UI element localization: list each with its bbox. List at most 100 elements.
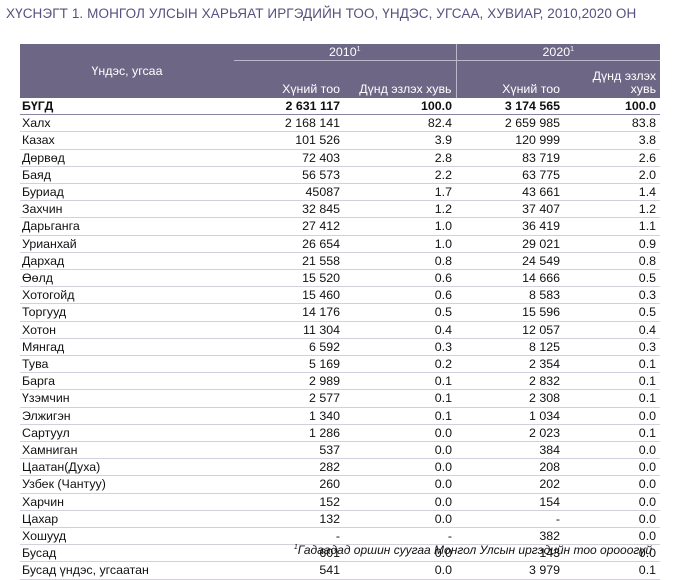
share-2010: 0.1 — [344, 389, 457, 408]
table-row: Тува 5 169 0.2 2 354 0.1 — [20, 355, 661, 374]
table-row: Харчин 152 0.0 154 0.0 — [20, 493, 661, 511]
population-2010: 32 845 — [234, 200, 344, 219]
population-2010: 14 176 — [234, 303, 344, 322]
population-2020: 2 308 — [456, 389, 565, 408]
share-2010: 0.8 — [344, 252, 457, 271]
share-2010: 0.4 — [344, 321, 457, 339]
population-2010: 56 573 — [234, 166, 344, 185]
share-2020: 0.0 — [564, 475, 661, 494]
population-2020: 120 999 — [456, 131, 565, 150]
row-label-header: Үндэс, угсаа — [20, 44, 234, 98]
ethnic-group-name: Элжигэн — [20, 407, 234, 425]
ethnic-group-name: Өөлд — [20, 269, 234, 288]
share-2020: 0.5 — [564, 303, 661, 322]
share-2010: 1.0 — [344, 217, 457, 236]
population-2020: 8 583 — [456, 286, 565, 305]
ethnic-group-name: Дархад — [20, 252, 234, 271]
population-2020: 384 — [456, 441, 565, 460]
population-2010: 5 169 — [234, 355, 344, 374]
table-row: Элжигэн 1 340 0.1 1 034 0.0 — [20, 407, 661, 425]
population-2010: 21 558 — [234, 252, 344, 271]
share-2010: 0.0 — [344, 424, 457, 443]
population-2010: 132 — [234, 510, 344, 529]
ethnic-group-name: Захчин — [20, 200, 234, 219]
share-2020: 2.6 — [564, 149, 661, 167]
population-2020: 83 719 — [456, 149, 565, 167]
population-2020: 208 — [456, 458, 565, 477]
share-2020: 0.0 — [564, 544, 661, 563]
population-2010: 2 631 117 — [234, 98, 344, 116]
ethnic-group-name: Харчин — [20, 493, 234, 511]
table-row: Хотогойд 15 460 0.6 8 583 0.3 — [20, 286, 661, 305]
population-2020: 202 — [456, 475, 565, 494]
population-2020: 154 — [456, 493, 565, 511]
table-row: Буриад 45087 1.7 43 661 1.4 — [20, 183, 661, 202]
ethnic-group-name: Дарьганга — [20, 217, 234, 236]
year-2020-footnote-mark: 1 — [570, 45, 575, 53]
share-2010: 0.6 — [344, 286, 457, 305]
share-2020: 100.0 — [564, 98, 661, 116]
year-2010-label: 2010 — [329, 44, 357, 59]
ethnic-group-name: Хотогойд — [20, 286, 234, 305]
table-row: Мянгад 6 592 0.3 8 125 0.3 — [20, 338, 661, 357]
population-2020: 24 549 — [456, 252, 565, 271]
ethnic-group-name: Цаатан(Духа) — [20, 458, 234, 477]
share-2020: 1.1 — [564, 217, 661, 236]
ethnic-group-name: Буриад — [20, 183, 234, 202]
col-share-2010: Дүнд эзлэх хувь — [344, 60, 457, 98]
share-2010: 0.0 — [344, 493, 457, 511]
share-2020: 0.1 — [564, 389, 661, 408]
ethnic-group-name: Үзэмчин — [20, 389, 234, 408]
share-2010: 0.2 — [344, 355, 457, 374]
table-row: Өөлд 15 520 0.6 14 666 0.5 — [20, 269, 661, 288]
share-2010: 0.1 — [344, 372, 457, 391]
share-2020: 0.5 — [564, 269, 661, 288]
population-2020: 2 354 — [456, 355, 565, 374]
population-2010: 2 577 — [234, 389, 344, 408]
ethnic-group-name: Торгууд — [20, 303, 234, 322]
share-2020: 0.1 — [564, 355, 661, 374]
population-2020: 2 659 985 — [456, 114, 565, 133]
share-2020: 0.1 — [564, 424, 661, 443]
population-2010: - — [234, 527, 344, 546]
share-2010: 2.8 — [344, 149, 457, 167]
ethnic-group-name: БҮГД — [20, 98, 234, 116]
footnote: 1Гадаадад оршин суугаа Монгол Улсын иргэ… — [294, 543, 652, 557]
table-row: Торгууд 14 176 0.5 15 596 0.5 — [20, 303, 661, 322]
population-2020: 3 979 — [456, 561, 565, 580]
share-2010: 0.0 — [344, 441, 457, 460]
ethnic-group-name: Халх — [20, 114, 234, 133]
share-2010: 0.0 — [344, 510, 457, 529]
population-2020: 15 596 — [456, 303, 565, 322]
table-body: БҮГД 2 631 117 100.0 3 174 565 100.0 Халх 2 16… — [20, 98, 661, 580]
population-2020: 2 832 — [456, 372, 565, 391]
table-row: Дөрвөд 72 403 2.8 83 719 2.6 — [20, 149, 661, 167]
population-2020: 29 021 — [456, 235, 565, 253]
population-2020: 1 034 — [456, 407, 565, 425]
share-2020: 0.4 — [564, 321, 661, 339]
col-count-2020: Хүний тоо — [455, 60, 565, 98]
population-table: Үндэс, угсаа 20101 20201 Хүний тоо Дүнд … — [20, 44, 661, 580]
table-row: Казах 101 526 3.9 120 999 3.8 — [20, 131, 661, 150]
ethnic-group-name: Дөрвөд — [20, 149, 234, 167]
population-2010: 2 168 141 — [234, 114, 344, 133]
ethnic-group-name: Цахар — [20, 510, 234, 529]
share-2020: 0.0 — [564, 493, 661, 511]
share-2020: 0.1 — [564, 561, 661, 580]
population-2010: 15 520 — [234, 269, 344, 288]
population-2020: 382 — [456, 527, 565, 546]
col-count-2010: Хүний тоо — [234, 60, 344, 98]
share-2020: 0.0 — [564, 458, 661, 477]
ethnic-group-name: Хошууд — [20, 527, 234, 546]
ethnic-group-name: Сартуул — [20, 424, 234, 443]
ethnic-group-name: Хамниган — [20, 441, 234, 460]
share-2020: 0.0 — [564, 407, 661, 425]
year-2010-footnote-mark: 1 — [356, 45, 361, 53]
ethnic-group-name: Мянгад — [20, 338, 234, 357]
share-2010: 1.2 — [344, 200, 457, 219]
table-row: Баяд 56 573 2.2 63 775 2.0 — [20, 166, 661, 185]
share-2010: 0.0 — [344, 475, 457, 494]
table-row: Сартуул 1 286 0.0 2 023 0.1 — [20, 424, 661, 443]
table-row: Урианхай 26 654 1.0 29 021 0.9 — [20, 235, 661, 253]
share-2020: 0.9 — [564, 235, 661, 253]
